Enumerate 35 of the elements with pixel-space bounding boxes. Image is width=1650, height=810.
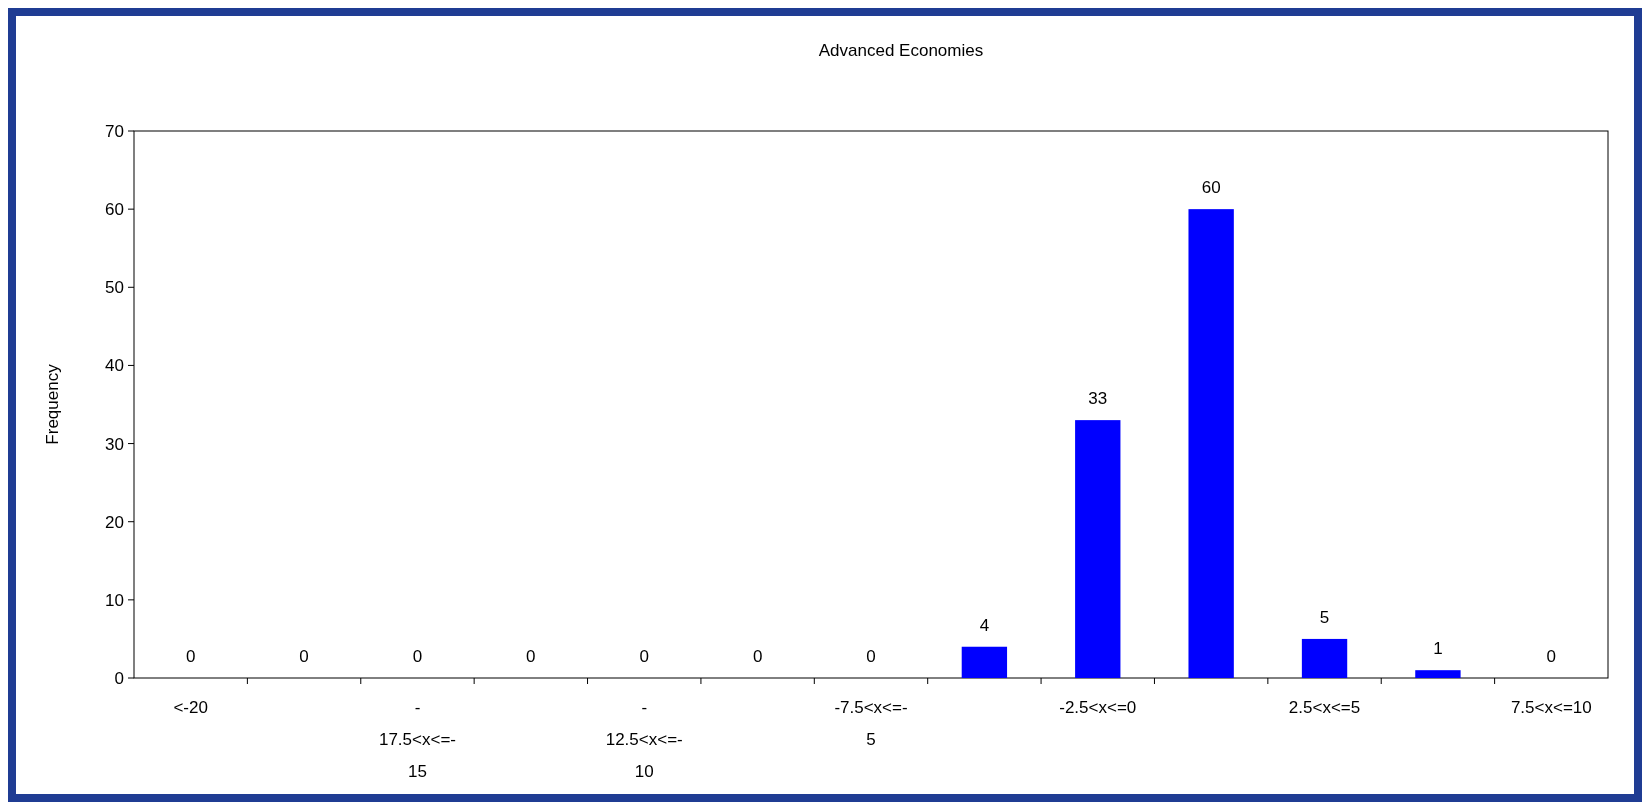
data-label: 60 xyxy=(1201,178,1221,198)
bar xyxy=(1301,638,1348,678)
x-tick-label: 2.5<x<=5 xyxy=(1288,698,1361,717)
data-label: 4 xyxy=(979,615,990,635)
x-tick-label: -12.5<x<=-10 xyxy=(605,698,683,781)
y-tick-label: 30 xyxy=(105,434,124,454)
data-label: 0 xyxy=(185,647,196,666)
y-tick-label: 60 xyxy=(105,200,124,220)
x-tick-label: <-20 xyxy=(173,698,208,717)
data-label: 33 xyxy=(1088,389,1108,409)
data-label: 0 xyxy=(639,647,649,666)
x-tick-label: -2.5<x<=0 xyxy=(1059,698,1137,717)
chart-title: Advanced Economies xyxy=(818,41,984,60)
data-label: 0 xyxy=(299,647,309,666)
y-axis-title: Frequency xyxy=(43,363,62,445)
x-tick-label: -7.5<x<=-5 xyxy=(834,698,908,749)
y-tick-label: 10 xyxy=(105,590,124,610)
bar xyxy=(1415,670,1461,678)
data-label: 0 xyxy=(866,647,876,666)
data-label: 0 xyxy=(526,647,536,666)
data-label: 0 xyxy=(412,647,423,666)
x-tick-label: -17.5<x<=-15 xyxy=(378,698,456,781)
data-label: 0 xyxy=(752,647,763,666)
data-label: 5 xyxy=(1319,607,1330,627)
y-tick-label: 40 xyxy=(105,356,124,376)
data-label: 1 xyxy=(1433,639,1443,659)
y-tick-label: 20 xyxy=(105,512,124,532)
bar xyxy=(1075,420,1121,678)
y-tick-label: 70 xyxy=(105,121,124,141)
bar xyxy=(961,646,1008,678)
x-tick-label: 7.5<x<=10 xyxy=(1510,698,1592,717)
y-tick-label: 50 xyxy=(105,278,124,298)
bar xyxy=(1188,209,1234,678)
data-label: 0 xyxy=(1546,647,1557,666)
y-tick-label: 0 xyxy=(114,668,124,688)
